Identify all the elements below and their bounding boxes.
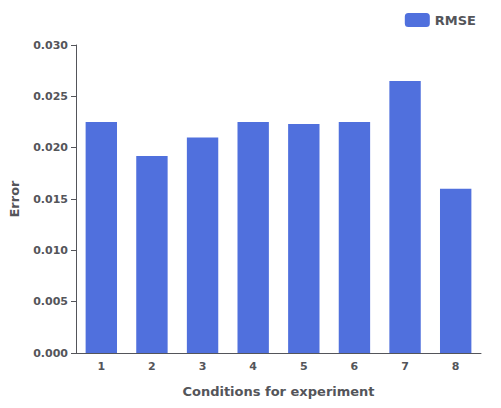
svg-text:RMSE: RMSE (435, 13, 476, 28)
svg-text:0.025: 0.025 (33, 90, 68, 103)
svg-text:Conditions for experiment: Conditions for experiment (182, 384, 374, 399)
svg-text:5: 5 (300, 360, 308, 373)
svg-text:Error: Error (7, 180, 22, 218)
svg-text:6: 6 (351, 360, 359, 373)
svg-text:3: 3 (199, 360, 207, 373)
svg-text:0.005: 0.005 (33, 295, 68, 308)
svg-text:0.015: 0.015 (33, 193, 68, 206)
svg-text:2: 2 (148, 360, 156, 373)
svg-text:0.000: 0.000 (33, 347, 68, 360)
svg-text:0.010: 0.010 (33, 244, 68, 257)
svg-text:1: 1 (97, 360, 105, 373)
svg-text:7: 7 (401, 360, 409, 373)
svg-text:0.030: 0.030 (33, 39, 68, 52)
svg-text:8: 8 (452, 360, 460, 373)
svg-text:0.020: 0.020 (33, 141, 68, 154)
svg-text:4: 4 (249, 360, 257, 373)
